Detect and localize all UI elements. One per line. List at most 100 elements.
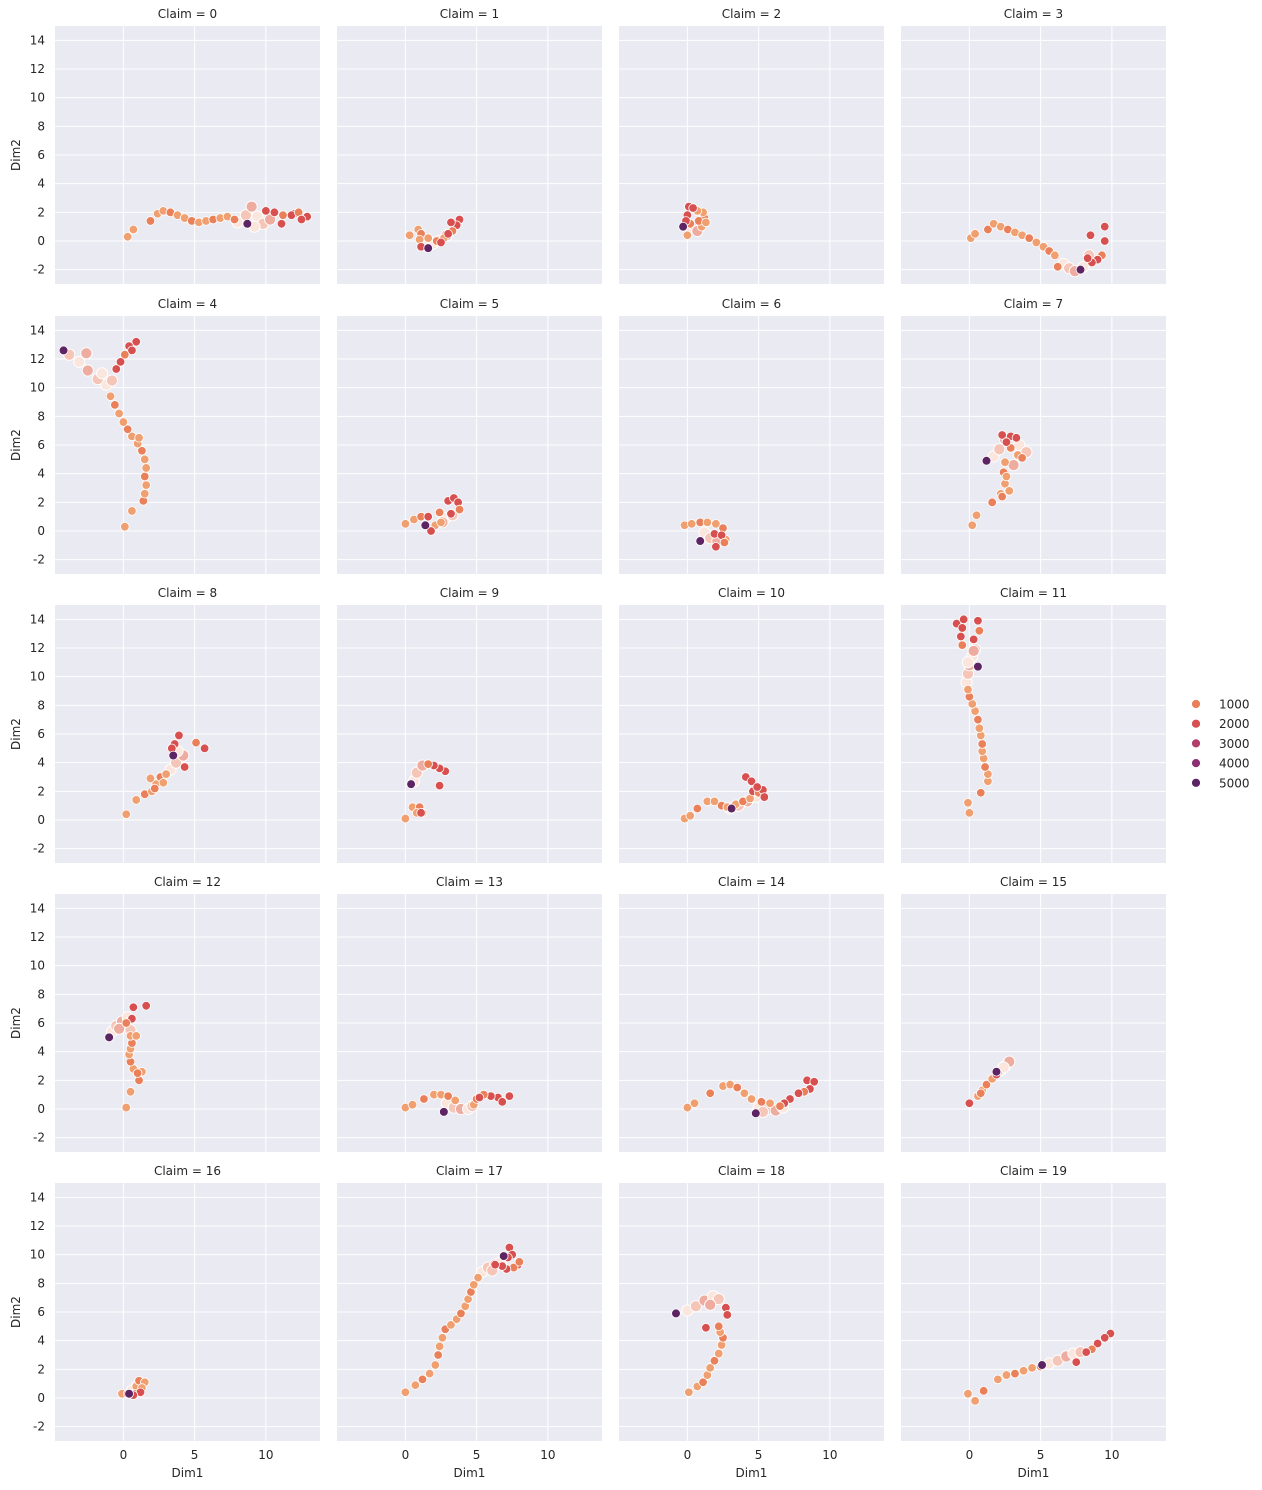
scatter-points xyxy=(679,772,770,824)
scatter-point xyxy=(983,224,993,235)
x-axis-label: Dim1 xyxy=(736,1466,768,1480)
x-tick-label: 0 xyxy=(402,1448,410,1462)
scatter-point-high xyxy=(1082,253,1093,263)
scatter-point-max xyxy=(981,455,992,466)
scatter-point xyxy=(1004,486,1014,496)
y-tick-label: -2 xyxy=(33,553,45,567)
scatter-point xyxy=(963,684,973,695)
facet-title: Claim = 14 xyxy=(718,875,785,889)
facet-title: Claim = 2 xyxy=(722,7,781,21)
facet-panel-claim-5: Claim = 5 xyxy=(337,297,602,574)
legend-marker xyxy=(1191,777,1201,788)
scatter-point xyxy=(967,520,977,530)
scatter-point xyxy=(127,506,137,516)
scatter-point xyxy=(436,517,446,528)
scatter-point xyxy=(114,408,124,419)
scatter-point-high xyxy=(141,1001,151,1011)
scatter-point-max xyxy=(423,243,433,253)
y-tick-label: 2 xyxy=(37,205,45,219)
scatter-point-max xyxy=(406,779,416,789)
y-tick-label: 0 xyxy=(37,524,45,538)
scatter-points xyxy=(400,1242,525,1397)
scatter-point-trail xyxy=(1007,459,1020,472)
scatter-points xyxy=(58,337,151,532)
scatter-point xyxy=(682,230,693,240)
x-tick-label: 5 xyxy=(755,1448,763,1462)
scatter-point xyxy=(433,1350,443,1360)
legend-label: 3000 xyxy=(1219,737,1250,751)
scatter-point xyxy=(1000,457,1010,467)
y-tick-label: 2 xyxy=(37,784,45,798)
facet-title: Claim = 17 xyxy=(436,1164,503,1178)
scatter-point xyxy=(765,1098,775,1108)
scatter-point-high xyxy=(174,730,184,741)
scatter-point-high xyxy=(127,345,137,356)
facet-panel-claim-19: Claim = 19 0 5 10 Dim1 xyxy=(901,1164,1166,1480)
facet-panel-claim-9: Claim = 9 xyxy=(337,586,602,863)
scatter-point xyxy=(229,214,240,225)
scatter-point-trail xyxy=(105,374,119,387)
scatter-point-high xyxy=(746,776,757,787)
scatter-point-max xyxy=(439,1107,449,1117)
scatter-point-high xyxy=(278,210,288,220)
scatter-point xyxy=(110,400,120,410)
scatter-point xyxy=(714,1348,724,1359)
x-tick-label: 10 xyxy=(258,1448,273,1462)
legend-marker xyxy=(1191,758,1201,768)
facet-panel-claim-11: Claim = 11 xyxy=(901,586,1166,863)
scatter-point xyxy=(973,714,983,725)
y-tick-label: -2 xyxy=(33,1420,45,1434)
y-tick-label: 10 xyxy=(30,381,45,395)
facet-panel-claim-16: Claim = 16 -2 0 2 4 6 8 10 12 14 Dim2 0 5 10 Dim1 xyxy=(9,1164,320,1480)
facet-panel-claim-1: Claim = 1 xyxy=(337,7,602,284)
scatter-point xyxy=(145,216,156,226)
scatter-point xyxy=(974,723,985,733)
scatter-point-max xyxy=(671,1308,681,1319)
scatter-points xyxy=(400,759,450,824)
y-tick-label: 14 xyxy=(30,323,45,337)
scatter-point xyxy=(709,1356,720,1366)
scatter-point-high xyxy=(958,614,969,625)
scatter-point-trail xyxy=(961,656,975,669)
scatter-point xyxy=(400,1387,411,1397)
facet-panel-claim-8: Claim = 8 -2 0 2 4 6 8 10 12 14 Dim2 xyxy=(9,586,320,863)
facet-panel-claim-7: Claim = 7 xyxy=(901,297,1166,574)
y-axis-label: Dim2 xyxy=(9,429,23,461)
facet-panel-claim-12: Claim = 12 -2 0 2 4 6 8 10 12 14 Dim2 xyxy=(9,875,320,1152)
scatter-point xyxy=(980,762,990,772)
scatter-point-high xyxy=(434,780,445,791)
scatter-point xyxy=(140,471,150,482)
scatter-point-max xyxy=(695,536,706,546)
scatter-point-high xyxy=(191,737,201,748)
y-tick-label: 14 xyxy=(30,1190,45,1204)
scatter-point-high xyxy=(115,357,126,367)
y-tick-label: 4 xyxy=(37,1045,45,1059)
scatter-point-high xyxy=(446,509,456,519)
y-tick-label: 6 xyxy=(37,1016,45,1030)
scatter-point xyxy=(997,491,1007,502)
scatter-point xyxy=(976,788,986,798)
scatter-points xyxy=(964,1055,1016,1108)
scatter-point xyxy=(410,1380,421,1390)
scatter-point xyxy=(161,769,171,779)
x-tick-label: 10 xyxy=(822,1448,837,1462)
scatter-point-trail xyxy=(113,1022,126,1035)
x-tick-label: 0 xyxy=(966,1448,974,1462)
scatter-point-trail xyxy=(73,355,86,368)
scatter-point-high xyxy=(199,743,210,754)
facet-title: Claim = 18 xyxy=(718,1164,785,1178)
facet-panel-claim-2: Claim = 2 xyxy=(619,7,884,284)
scatter-point-high xyxy=(752,782,762,792)
scatter-point-high xyxy=(974,626,985,636)
scatter-point xyxy=(970,229,980,239)
y-tick-label: 0 xyxy=(37,1391,45,1405)
scatter-point xyxy=(456,1308,466,1319)
legend-marker xyxy=(1191,718,1201,729)
scatter-point xyxy=(141,480,151,490)
scatter-point-high xyxy=(1100,236,1110,246)
scatter-point-high xyxy=(973,616,983,626)
scatter-points xyxy=(963,1328,1116,1406)
scatter-point xyxy=(711,519,721,529)
scatter-point xyxy=(131,1031,141,1041)
y-tick-label: 8 xyxy=(37,698,45,712)
